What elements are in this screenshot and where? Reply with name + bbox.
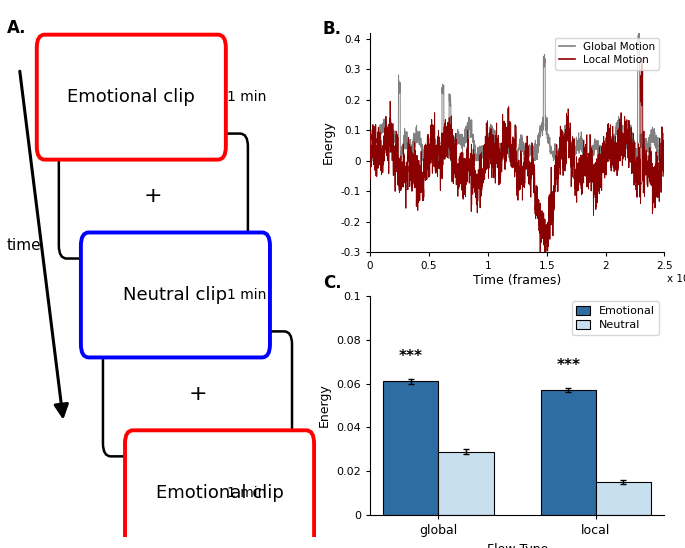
Text: x 10⁴: x 10⁴: [667, 274, 685, 284]
X-axis label: Flow Type: Flow Type: [486, 543, 548, 548]
Text: ***: ***: [399, 349, 423, 364]
Text: +: +: [188, 384, 207, 404]
Text: time: time: [7, 238, 42, 253]
Legend: Emotional, Neutral: Emotional, Neutral: [572, 301, 659, 335]
Text: 1 min: 1 min: [227, 90, 266, 104]
Legend: Global Motion, Local Motion: Global Motion, Local Motion: [555, 38, 659, 70]
Text: C.: C.: [323, 274, 341, 292]
Text: 1 min: 1 min: [227, 288, 266, 302]
Bar: [384, 381, 438, 515]
Bar: [438, 452, 494, 515]
Bar: [596, 482, 651, 515]
Text: A.: A.: [7, 19, 26, 37]
Y-axis label: Energy: Energy: [318, 384, 331, 427]
Text: B.: B.: [323, 20, 342, 38]
X-axis label: Time (frames): Time (frames): [473, 274, 561, 287]
Text: ***: ***: [556, 358, 580, 373]
FancyBboxPatch shape: [59, 134, 248, 259]
Bar: [540, 390, 596, 515]
Y-axis label: Energy: Energy: [322, 121, 335, 164]
Text: Emotional clip: Emotional clip: [67, 88, 195, 106]
FancyBboxPatch shape: [125, 430, 314, 548]
Text: Emotional clip: Emotional clip: [155, 484, 284, 502]
FancyBboxPatch shape: [37, 35, 226, 159]
Text: Neutral clip: Neutral clip: [123, 286, 227, 304]
Text: 1 min: 1 min: [227, 486, 266, 500]
FancyBboxPatch shape: [81, 232, 270, 357]
Text: +: +: [144, 186, 162, 206]
FancyBboxPatch shape: [103, 332, 292, 456]
